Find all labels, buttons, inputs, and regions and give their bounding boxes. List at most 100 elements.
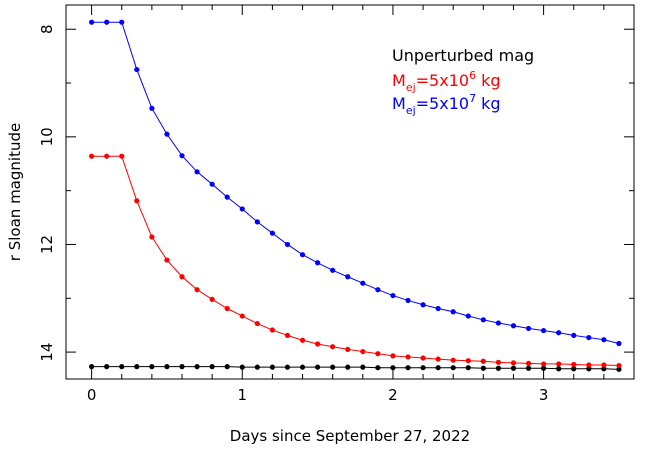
data-point: [405, 365, 411, 371]
data-point: [149, 105, 155, 111]
data-point: [375, 351, 381, 357]
data-point: [375, 287, 381, 293]
data-point: [345, 364, 351, 370]
data-point: [360, 280, 366, 286]
data-point: [164, 131, 170, 137]
data-point: [375, 365, 381, 371]
data-point: [360, 348, 366, 355]
data-point: [571, 332, 577, 339]
y-tick-label: 10: [38, 127, 56, 146]
data-point: [179, 364, 185, 370]
data-point: [89, 364, 95, 370]
data-point: [284, 332, 291, 339]
data-point: [556, 330, 562, 336]
data-point: [556, 361, 562, 367]
data-point: [104, 19, 110, 25]
data-point: [510, 323, 517, 329]
data-point: [209, 296, 215, 302]
data-point: [194, 287, 200, 293]
data-point: [209, 181, 215, 187]
legend-entry: Mej=5x107 kg: [392, 92, 501, 117]
series-layer: [89, 19, 622, 372]
data-point: [541, 361, 547, 367]
plot-frame: [65, 4, 635, 380]
data-point: [480, 317, 486, 323]
data-point: [299, 364, 306, 370]
data-point: [330, 267, 336, 273]
data-point: [525, 365, 532, 371]
data-point: [254, 320, 260, 327]
series-0: [89, 364, 622, 372]
data-point: [179, 153, 185, 159]
data-point: [164, 364, 170, 370]
legend-entry: Unperturbed mag: [392, 46, 534, 65]
data-point: [616, 340, 622, 347]
y-axis-label: r Sloan magnitude: [6, 123, 24, 261]
data-point: [330, 364, 336, 370]
data-point: [390, 353, 396, 359]
x-tick-label: 3: [539, 386, 549, 404]
series-1: [89, 153, 622, 369]
data-point: [435, 305, 441, 312]
data-point: [586, 366, 592, 372]
y-tick-label: 14: [38, 343, 56, 362]
data-point: [420, 302, 426, 308]
data-point: [435, 356, 441, 362]
data-point: [420, 365, 426, 371]
data-point: [616, 366, 622, 372]
data-point: [360, 364, 366, 370]
data-point: [89, 19, 95, 25]
series-line: [91, 21, 620, 344]
data-point: [586, 362, 592, 368]
data-point: [465, 365, 471, 371]
y-tick-label: 8: [38, 24, 56, 34]
data-point: [134, 66, 140, 73]
data-point: [224, 305, 230, 312]
data-point: [119, 19, 125, 25]
data-point: [194, 169, 200, 175]
data-point: [480, 365, 486, 371]
data-point: [315, 364, 321, 370]
series-line: [91, 366, 619, 370]
data-point: [510, 365, 517, 371]
data-point: [269, 230, 276, 236]
data-point: [420, 355, 426, 361]
data-point: [345, 274, 351, 280]
data-point: [239, 206, 245, 212]
data-point: [104, 153, 110, 159]
data-point: [390, 365, 396, 371]
data-point: [254, 364, 260, 370]
data-point: [435, 365, 441, 371]
series-line: [91, 155, 619, 367]
data-point: [209, 364, 215, 370]
data-point: [239, 364, 245, 370]
data-point: [495, 365, 502, 371]
data-point: [284, 364, 291, 370]
x-tick-label: 1: [238, 386, 248, 404]
data-point: [541, 327, 547, 334]
data-point: [450, 309, 456, 315]
data-point: [345, 346, 351, 353]
data-point: [299, 252, 306, 258]
data-point: [299, 337, 306, 343]
data-point: [601, 337, 607, 343]
data-point: [601, 366, 607, 372]
data-point: [450, 365, 456, 371]
data-point: [119, 153, 125, 159]
data-point: [149, 234, 155, 240]
data-point: [315, 341, 321, 347]
data-point: [134, 198, 140, 204]
axis-ticks: [66, 5, 635, 379]
data-point: [465, 358, 471, 364]
data-point: [405, 297, 411, 304]
series-2: [89, 19, 622, 347]
data-point: [405, 354, 411, 360]
legend-entry: Mej=5x106 kg: [392, 69, 501, 94]
data-point: [450, 357, 456, 363]
data-point: [510, 360, 517, 366]
data-point: [525, 360, 532, 366]
data-point: [89, 153, 95, 159]
data-point: [119, 364, 125, 370]
